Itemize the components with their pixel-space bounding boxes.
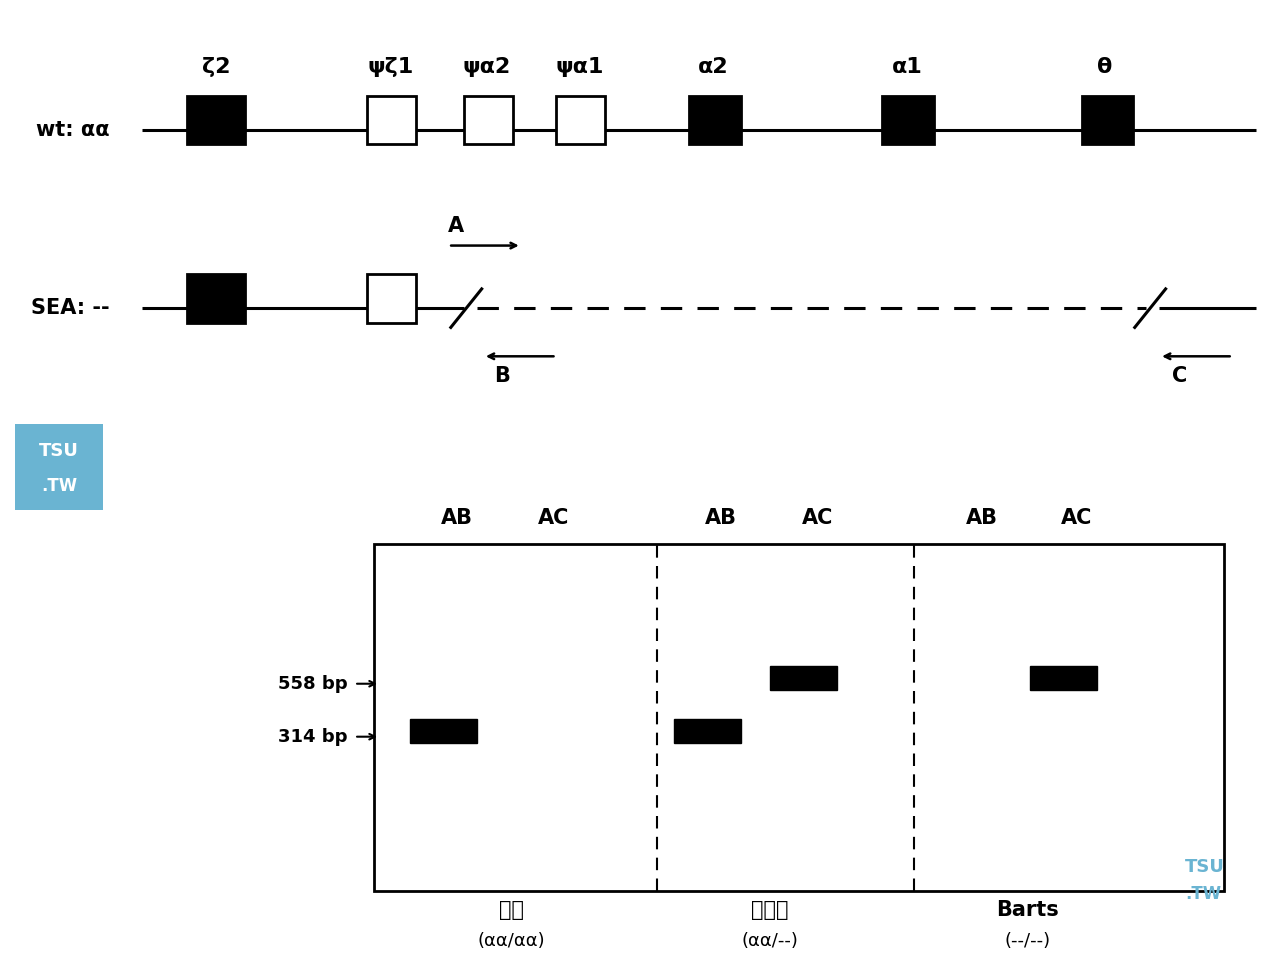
Bar (15, 424, 103, 510)
Text: (αα/--): (αα/--) (742, 932, 799, 950)
Bar (187, 274, 245, 323)
Text: Barts: Barts (997, 900, 1059, 921)
Bar (770, 666, 837, 690)
Text: ψα1: ψα1 (555, 57, 604, 77)
Bar (1030, 666, 1097, 690)
Bar (367, 96, 416, 144)
Text: α2: α2 (698, 57, 729, 77)
Text: B: B (495, 366, 510, 386)
Bar (367, 274, 416, 323)
Bar (464, 96, 513, 144)
Text: α1: α1 (891, 57, 922, 77)
Text: ψζ1: ψζ1 (367, 57, 413, 77)
Text: 正常: 正常 (498, 900, 524, 921)
Bar (187, 96, 245, 144)
Text: ψα2: ψα2 (462, 57, 511, 77)
Text: AC: AC (802, 508, 833, 528)
Text: (αα/αα): (αα/αα) (478, 932, 545, 950)
Bar (374, 544, 1224, 891)
Text: AC: AC (1061, 508, 1092, 528)
Bar (556, 96, 605, 144)
Text: C: C (1172, 366, 1188, 386)
Text: .TW: .TW (41, 477, 77, 495)
Bar (689, 96, 741, 144)
Bar (1082, 96, 1133, 144)
Text: A: A (448, 216, 465, 236)
Text: ζ2: ζ2 (202, 57, 231, 77)
Text: AB: AB (442, 508, 473, 528)
Bar (882, 96, 934, 144)
Text: wt: αα: wt: αα (36, 120, 109, 140)
Bar (674, 719, 741, 743)
Text: (--/--): (--/--) (1005, 932, 1051, 950)
Bar (410, 719, 477, 743)
Text: SEA: --: SEA: -- (31, 299, 109, 318)
Text: AC: AC (538, 508, 569, 528)
Text: 杂合子: 杂合子 (751, 900, 790, 921)
Text: 558 bp: 558 bp (278, 675, 348, 692)
Text: TSU: TSU (1185, 858, 1225, 875)
Text: θ: θ (1097, 57, 1113, 77)
Text: AB: AB (966, 508, 997, 528)
Text: AB: AB (706, 508, 737, 528)
Text: .TW: .TW (1185, 885, 1221, 902)
Text: TSU: TSU (40, 442, 79, 460)
Text: 314 bp: 314 bp (278, 728, 348, 745)
